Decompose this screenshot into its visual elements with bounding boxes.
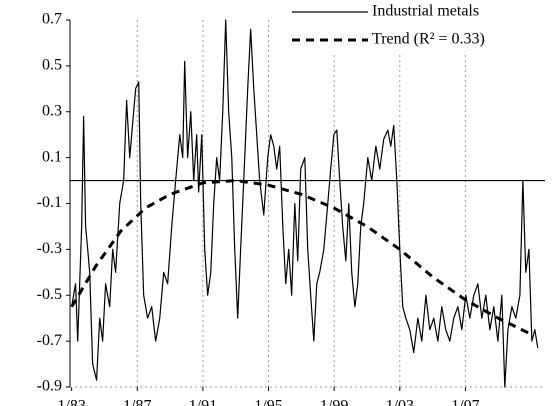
x-tick-label: 1/07	[451, 398, 479, 406]
y-tick-label: 0.7	[42, 11, 62, 28]
y-tick-label: 0.1	[42, 148, 62, 165]
legend-label: Trend (R² = 0.33)	[372, 31, 485, 48]
series-line	[70, 179, 532, 336]
y-tick-label: -0.1	[37, 194, 62, 211]
x-tick-label: 1/99	[320, 398, 348, 406]
legend-box	[288, 0, 547, 54]
y-tick-label: -0.5	[37, 286, 62, 303]
y-tick-label: -0.9	[37, 378, 62, 395]
x-tick-label: 1/87	[123, 398, 151, 406]
legend-label: Industrial metals	[372, 3, 479, 20]
y-tick-label: 0.5	[42, 57, 62, 74]
y-tick-label: -0.7	[37, 332, 62, 349]
x-tick-label: 1/03	[386, 398, 414, 406]
x-tick-label: 1/95	[254, 398, 282, 406]
series-line	[71, 19, 539, 388]
x-tick-label: 1/91	[189, 398, 217, 406]
y-tick-label: -0.3	[37, 240, 62, 257]
x-tick-label: 1/83	[57, 398, 85, 406]
y-tick-label: 0.3	[42, 102, 62, 119]
